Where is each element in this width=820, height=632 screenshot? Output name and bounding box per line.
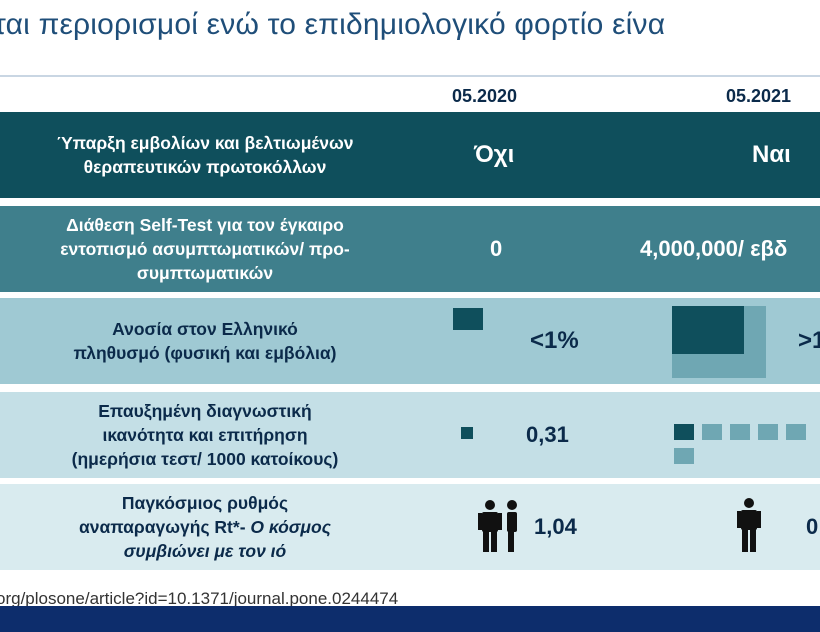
source-url[interactable]: org/plosone/article?id=10.1371/journal.p… [0, 589, 399, 608]
immunity-square-icon [672, 306, 766, 378]
test-squares-icon [674, 424, 694, 440]
title-divider [0, 75, 820, 77]
immunity-square-icon [672, 306, 744, 354]
row-label-line-italic: συμβιώνει με τον ιό [123, 541, 287, 561]
table-row: Παγκόσμιος ρυθμός αναπαραγωγής Rt*- Ο κό… [0, 484, 820, 570]
test-squares-icon [758, 424, 778, 440]
test-squares-icon [730, 424, 750, 440]
table-row: Επαυξημένη διαγνωστική ικανότητα και επι… [0, 392, 820, 478]
small-square-icon [461, 427, 473, 439]
person-icon [737, 498, 761, 552]
test-squares-icon [702, 424, 722, 440]
footer-bar [0, 606, 820, 632]
row-label-line: θεραπευτικών πρωτοκόλλων [83, 157, 327, 177]
person-icon [507, 500, 517, 552]
small-square-icon [453, 308, 483, 330]
row-label: Διάθεση Self-Test για τον έγκαιρο εντοπι… [0, 206, 410, 292]
table-row: Ανοσία στον Ελληνικό πληθυσμό (φυσική κα… [0, 298, 820, 384]
cell-value-2021: 4,000,000/ εβδ [640, 236, 788, 261]
row-label: Παγκόσμιος ρυθμός αναπαραγωγής Rt*- Ο κό… [0, 484, 410, 570]
cell-value-2020: <1% [530, 327, 579, 354]
cell-value-2020: Όχι [474, 141, 515, 168]
row-label-line: Παγκόσμιος ρυθμός [121, 493, 289, 513]
cell-value-2021: 0 [806, 514, 819, 539]
row-label-line: συμπτωματικών [136, 263, 274, 283]
row-label-line: εντοπισμό ασυμπτωματικών/ προ- [60, 239, 350, 259]
table-row: Διάθεση Self-Test για τον έγκαιρο εντοπι… [0, 206, 820, 292]
row-label-line-italic: Ο κόσμος [250, 517, 331, 537]
row-label: Επαυξημένη διαγνωστική ικανότητα και επι… [0, 392, 410, 478]
row-label-line: πληθυσμό (φυσική και εμβόλια) [73, 343, 337, 363]
row-label-line: (ημερήσια τεστ/ 1000 κατοίκους) [71, 449, 339, 469]
test-squares-icon [674, 448, 694, 464]
row-label-line: Επαυξημένη διαγνωστική [98, 401, 312, 421]
row-label-line: Ύπαρξη εμβολίων και βελτιωμένων [56, 133, 354, 153]
row-label: Ύπαρξη εμβολίων και βελτιωμένων θεραπευτ… [0, 112, 410, 198]
cell-value-2020: 1,04 [534, 514, 577, 539]
cell-value-2021: >1 [798, 327, 820, 354]
cell-value-2020: 0 [490, 236, 503, 261]
table-row: Ύπαρξη εμβολίων και βελτιωμένων θεραπευτ… [0, 112, 820, 198]
row-label-line: Ανοσία στον Ελληνικό [112, 319, 298, 339]
cell-value-2020: 0,31 [526, 422, 569, 447]
row-label: Ανοσία στον Ελληνικό πληθυσμό (φυσική κα… [0, 298, 410, 384]
row-label-line: Διάθεση Self-Test για τον έγκαιρο [66, 215, 344, 235]
person-icon [478, 500, 502, 552]
slide-title: ται περιορισμοί ενώ το επιδημιολογικό φο… [0, 8, 666, 41]
row-label-line: αναπαραγωγής Rt*- [79, 517, 246, 537]
cell-value-2021: Ναι [752, 141, 791, 168]
column-header-2020: 05.2020 [452, 86, 518, 106]
test-squares-icon [786, 424, 806, 440]
row-label-line: ικανότητα και επιτήρηση [102, 425, 308, 445]
column-header-2021: 05.2021 [726, 86, 792, 106]
